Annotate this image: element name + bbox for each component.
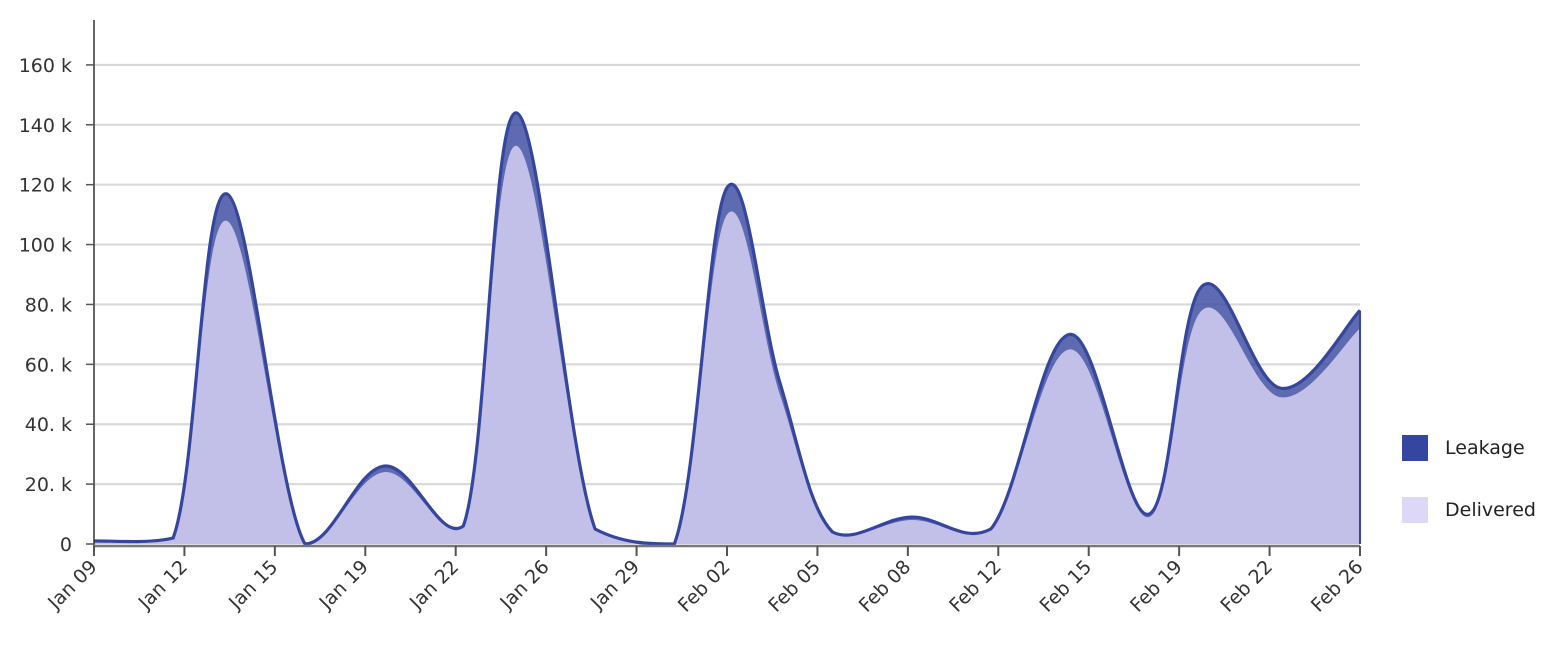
x-tick-label: Jan 29 — [586, 556, 644, 614]
y-tick-label: 20. k — [25, 474, 72, 496]
y-tick-label: 100 k — [19, 235, 72, 257]
x-tick-label: Feb 08 — [855, 556, 916, 617]
y-tick-label: 60. k — [25, 354, 72, 376]
y-tick-label: 40. k — [25, 414, 72, 436]
series-total-line — [93, 111, 1362, 546]
area-series — [93, 111, 1362, 546]
y-tick-label: 160 k — [19, 55, 72, 77]
y-axis-ticks: 0 20. k 40. k 60. k 80. k 100 k 120 k 140 k 160 … — [19, 55, 94, 556]
x-tick-label: Feb 12 — [945, 556, 1006, 617]
x-tick-label: Feb 05 — [764, 556, 825, 617]
legend-label-delivered: Delivered — [1445, 499, 1536, 521]
x-tick-label: Jan 12 — [134, 556, 192, 614]
legend-item-leakage[interactable]: Leakage — [1402, 430, 1536, 466]
x-tick-label: Feb 26 — [1307, 556, 1368, 617]
x-tick-label: Feb 19 — [1126, 556, 1187, 617]
legend-label-leakage: Leakage — [1445, 437, 1525, 459]
y-tick-label: 0 — [60, 534, 72, 556]
legend-swatch-leakage — [1402, 435, 1428, 461]
x-tick-label: Jan 22 — [405, 556, 463, 614]
x-tick-label: Feb 22 — [1216, 556, 1277, 617]
x-tick-label: Jan 26 — [495, 556, 553, 614]
legend-item-delivered[interactable]: Delivered — [1402, 492, 1536, 528]
y-tick-label: 80. k — [25, 294, 72, 316]
series-delivered-area — [94, 145, 1360, 544]
x-axis-ticks: Jan 09 Jan 12 Jan 15 Jan 19 Jan 22 Jan 26 Jan … — [43, 546, 1368, 617]
y-tick-label: 140 k — [19, 115, 72, 137]
legend-swatch-delivered — [1402, 497, 1428, 523]
x-tick-label: Feb 15 — [1036, 556, 1097, 617]
x-tick-label: Jan 15 — [224, 556, 282, 614]
y-tick-label: 120 k — [19, 175, 72, 197]
x-tick-label: Jan 19 — [314, 556, 372, 614]
x-tick-label: Feb 02 — [674, 556, 735, 617]
x-tick-label: Jan 09 — [43, 556, 101, 614]
legend: Leakage Delivered — [1402, 430, 1536, 554]
